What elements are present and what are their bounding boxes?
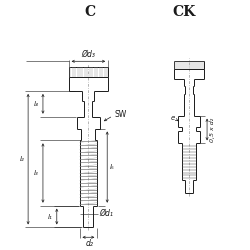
Text: l₂: l₂ — [20, 156, 24, 162]
Text: SW: SW — [114, 110, 126, 119]
Text: l₃: l₃ — [34, 170, 39, 176]
Text: CK: CK — [173, 5, 196, 19]
Text: C: C — [85, 5, 96, 19]
Text: d₂: d₂ — [86, 239, 93, 248]
Text: l₁: l₁ — [48, 214, 53, 220]
Text: 0,5 x d₂: 0,5 x d₂ — [210, 118, 215, 142]
Text: Ød₃: Ød₃ — [82, 50, 95, 59]
Text: e: e — [170, 115, 174, 121]
Text: Ød₁: Ød₁ — [99, 209, 113, 218]
Text: l₄: l₄ — [34, 101, 39, 107]
Text: l₅: l₅ — [110, 164, 115, 170]
